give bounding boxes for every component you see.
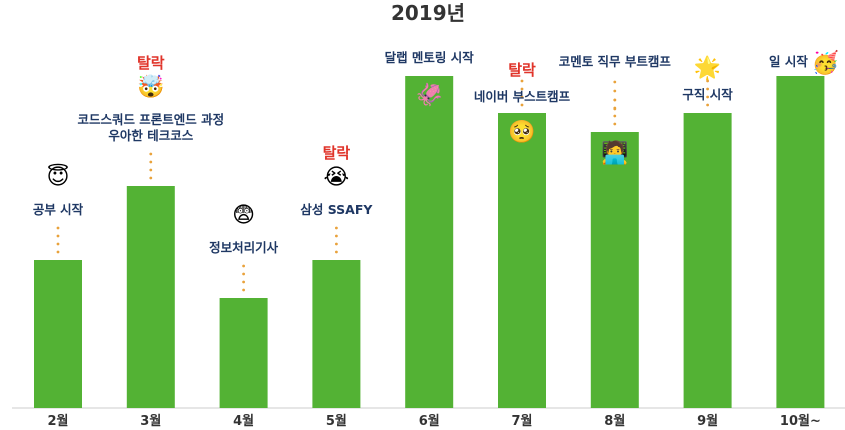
bar-7 bbox=[590, 132, 639, 408]
x-tick-label: 9월 bbox=[697, 413, 718, 429]
connector-dot bbox=[149, 152, 153, 156]
connector-dot bbox=[335, 226, 338, 230]
annotation-label: 우아한 테크코스 bbox=[108, 128, 193, 143]
halo-face-icon: 😇 bbox=[47, 163, 70, 190]
x-tick-label: 3월 bbox=[140, 413, 161, 429]
bar-9 bbox=[776, 76, 825, 408]
connector-dot bbox=[706, 103, 709, 107]
drop-label: 탈락 bbox=[137, 54, 165, 72]
squid-icon: 🦑 bbox=[415, 82, 442, 108]
connector-dot bbox=[520, 95, 524, 99]
x-tick-label: 5월 bbox=[326, 413, 347, 429]
connector-dot bbox=[613, 107, 617, 111]
connector-dot bbox=[335, 250, 338, 254]
connector-dot bbox=[149, 168, 153, 172]
connector-dot bbox=[149, 160, 153, 164]
annotation-label: 공부 시작 bbox=[33, 202, 84, 217]
exploding-head-icon: 🤯 bbox=[137, 74, 164, 100]
connector-dot bbox=[613, 122, 617, 126]
connector-dot bbox=[706, 95, 709, 99]
connector-dot bbox=[56, 242, 60, 246]
connector-dot bbox=[613, 80, 617, 84]
connector-dot bbox=[149, 176, 153, 180]
connector-dot bbox=[56, 250, 60, 254]
annotation-label: 코멘토 직무 부트캠프 bbox=[559, 54, 672, 69]
glowing-star-icon: 🌟 bbox=[694, 55, 721, 81]
connector-dot bbox=[520, 87, 524, 91]
connector-dot bbox=[706, 87, 709, 91]
annotation-label: 삼성 SSAFY bbox=[300, 202, 373, 217]
connector-dot bbox=[56, 234, 60, 238]
connector-dot bbox=[613, 98, 617, 102]
connector-dot bbox=[242, 288, 246, 292]
connector-dot bbox=[242, 280, 246, 284]
technologist-icon: 🧑‍💻 bbox=[601, 139, 628, 166]
drop-label: 탈락 bbox=[323, 144, 351, 162]
annotation-label: 네이버 부스트캠프 bbox=[474, 89, 571, 104]
connector-dot bbox=[242, 272, 246, 276]
annotation-label: 달랩 멘토링 시작 bbox=[385, 50, 475, 65]
connector-dot bbox=[520, 79, 524, 83]
connector-dot bbox=[242, 264, 246, 268]
pleading-face-icon: 🥺 bbox=[508, 119, 535, 145]
connector-dot bbox=[520, 103, 524, 107]
connector-dot bbox=[613, 114, 617, 118]
crying-face-icon: 😭 bbox=[324, 165, 350, 190]
connector-dot bbox=[613, 89, 617, 93]
x-tick-label: 4월 bbox=[233, 413, 254, 429]
bar-5 bbox=[405, 76, 454, 408]
bar-4 bbox=[312, 260, 361, 408]
drop-label: 탈락 bbox=[508, 61, 536, 79]
bar-6 bbox=[498, 113, 546, 408]
anxious-face-icon: 😨 bbox=[232, 203, 255, 228]
connector-dot bbox=[706, 79, 709, 83]
bar-3 bbox=[219, 298, 268, 408]
x-tick-label: 6월 bbox=[419, 413, 440, 429]
connector-dot bbox=[56, 226, 60, 230]
x-tick-label: 8월 bbox=[604, 413, 625, 429]
annotation-label: 일 시작 bbox=[769, 54, 808, 69]
connector-dot bbox=[335, 242, 338, 246]
bar-1 bbox=[34, 260, 82, 408]
x-tick-label: 10월~ bbox=[780, 413, 821, 429]
bar-2 bbox=[126, 186, 175, 408]
chart-title: 2019년 bbox=[391, 1, 465, 25]
annotation-label: 정보처리기사 bbox=[209, 240, 279, 255]
party-face-icon: 🥳 bbox=[812, 49, 839, 76]
bar-8 bbox=[683, 113, 732, 408]
annotation-label: 코드스쿼드 프론트엔드 과정 bbox=[77, 112, 224, 127]
annotation-label: 구직 시작 bbox=[682, 87, 733, 102]
connector-dot bbox=[335, 234, 338, 238]
x-tick-label: 2월 bbox=[47, 413, 68, 429]
x-tick-label: 7월 bbox=[511, 413, 532, 429]
